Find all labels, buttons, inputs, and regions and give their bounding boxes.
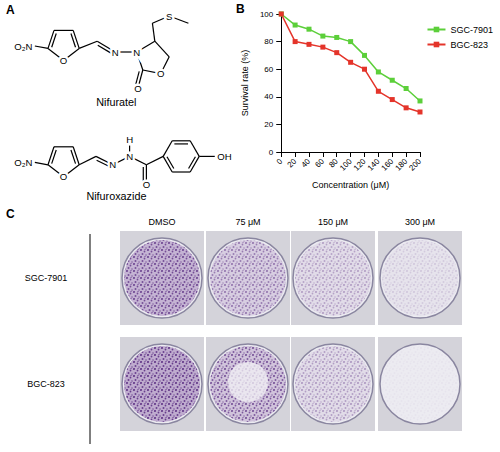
- svg-text:150 μM: 150 μM: [318, 217, 348, 227]
- svg-text:BGC-823: BGC-823: [450, 40, 488, 50]
- svg-text:60: 60: [264, 65, 273, 74]
- svg-text:Nifuratel: Nifuratel: [96, 96, 136, 108]
- svg-text:H: H: [126, 134, 133, 145]
- svg-text:80: 80: [264, 37, 273, 46]
- svg-text:100: 100: [260, 10, 274, 19]
- svg-text:40: 40: [264, 92, 273, 101]
- svg-text:BGC-823: BGC-823: [27, 379, 65, 389]
- html-text:B: B: [236, 2, 245, 16]
- svg-text:Survival rate (%): Survival rate (%): [240, 50, 250, 117]
- svg-text:O₂N: O₂N: [14, 157, 32, 168]
- svg-text:C: C: [6, 207, 15, 221]
- svg-text:180: 180: [394, 156, 410, 172]
- svg-text:SGC-7901: SGC-7901: [25, 273, 68, 283]
- svg-text:80: 80: [327, 156, 340, 170]
- svg-text:O: O: [134, 83, 141, 94]
- svg-text:0: 0: [269, 148, 274, 157]
- svg-text:A: A: [6, 3, 15, 17]
- svg-text:N: N: [112, 47, 119, 58]
- svg-text:OH: OH: [217, 151, 231, 162]
- svg-text:N: N: [133, 47, 140, 58]
- svg-text:O: O: [60, 171, 67, 182]
- svg-text:60: 60: [313, 156, 326, 169]
- svg-text:O: O: [60, 55, 67, 66]
- svg-text:300 μM: 300 μM: [405, 217, 435, 227]
- svg-text:200: 200: [407, 156, 423, 172]
- svg-text:20: 20: [286, 156, 299, 169]
- svg-text:100: 100: [338, 156, 354, 172]
- svg-text:0: 0: [275, 156, 285, 166]
- svg-text:Concentration (μM): Concentration (μM): [312, 180, 389, 190]
- svg-text:N: N: [126, 151, 133, 162]
- svg-text:75 μM: 75 μM: [235, 217, 260, 227]
- svg-text:SGC-7901: SGC-7901: [450, 25, 493, 35]
- svg-text:Nifuroxazide: Nifuroxazide: [86, 190, 146, 200]
- svg-text:O: O: [157, 68, 164, 79]
- svg-text:DMSO: DMSO: [149, 217, 176, 227]
- svg-text:140: 140: [366, 156, 382, 172]
- svg-text:O₂N: O₂N: [14, 41, 32, 52]
- svg-text:O: O: [143, 179, 150, 190]
- svg-text:N: N: [109, 159, 116, 170]
- svg-text:40: 40: [300, 156, 313, 169]
- svg-text:20: 20: [264, 120, 273, 129]
- svg-text:160: 160: [380, 156, 396, 172]
- svg-text:120: 120: [352, 156, 368, 172]
- svg-text:S: S: [166, 11, 172, 22]
